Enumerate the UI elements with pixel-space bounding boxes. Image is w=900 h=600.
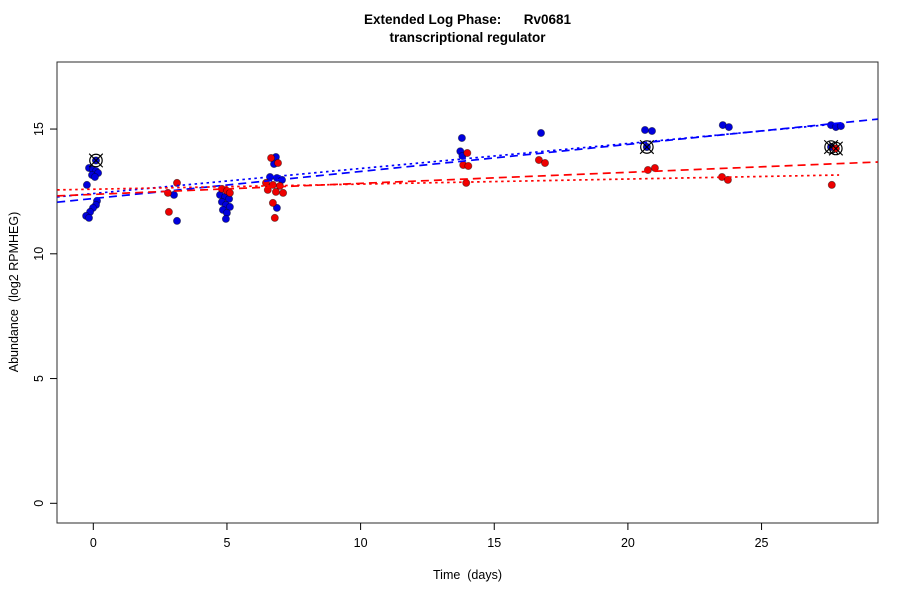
data-point-red	[271, 187, 280, 196]
highlight-x-marker	[828, 141, 844, 156]
x-tick-label: 25	[755, 536, 769, 550]
x-tick-label: 5	[223, 536, 230, 550]
data-point-red	[268, 198, 277, 207]
data-point-blue	[172, 216, 181, 225]
y-tick-label: 10	[32, 247, 46, 261]
highlight-circle-marker	[640, 140, 654, 154]
data-point-red	[267, 153, 276, 162]
data-point-red	[279, 188, 288, 197]
x-axis-label: Time (days)	[433, 568, 502, 582]
data-point-blue	[90, 172, 99, 181]
data-point-blue	[82, 180, 91, 189]
data-point-red	[643, 165, 652, 174]
y-tick-label: 5	[32, 375, 46, 382]
data-point-red	[464, 161, 473, 170]
x-tick-label: 15	[487, 536, 501, 550]
data-point-blue	[272, 203, 281, 212]
data-point-blue	[648, 127, 657, 136]
x-tick-label: 20	[621, 536, 635, 550]
data-point-red	[827, 180, 836, 189]
data-point-red	[534, 155, 543, 164]
highlight-x-marker	[639, 139, 655, 155]
data-point-blue	[457, 133, 466, 142]
y-axis-label: Abundance (log2 RPMHEG)	[7, 211, 21, 373]
highlight-circle-marker	[829, 141, 843, 156]
data-point-blue	[225, 202, 234, 211]
trend-line-red-dotted	[57, 174, 840, 191]
data-point-blue	[221, 214, 230, 223]
data-point-red	[270, 213, 279, 222]
plot-border	[56, 61, 879, 524]
trend-line-red-dashed	[57, 161, 878, 197]
data-point-red	[225, 188, 234, 197]
y-tick-label: 0	[32, 500, 46, 507]
data-point-blue	[85, 213, 94, 222]
highlight-x-marker	[88, 153, 104, 168]
data-point-blue	[641, 126, 650, 135]
trend-line-blue-dashed	[57, 118, 878, 204]
data-point-red	[273, 158, 282, 167]
y-tick-label: 15	[32, 122, 46, 136]
chart-title-line2: transcriptional regulator	[389, 30, 546, 45]
data-point-blue	[537, 128, 546, 137]
data-point-blue	[724, 123, 733, 132]
highlight-circle-marker	[89, 153, 103, 168]
data-point-red	[723, 175, 732, 184]
data-point-red	[463, 148, 472, 157]
data-point-red	[541, 158, 550, 167]
x-tick-label: 10	[354, 536, 368, 550]
x-tick-label: 0	[90, 536, 97, 550]
data-point-red	[164, 207, 173, 216]
chart-title-line1: Extended Log Phase: Rv0681	[363, 12, 572, 27]
